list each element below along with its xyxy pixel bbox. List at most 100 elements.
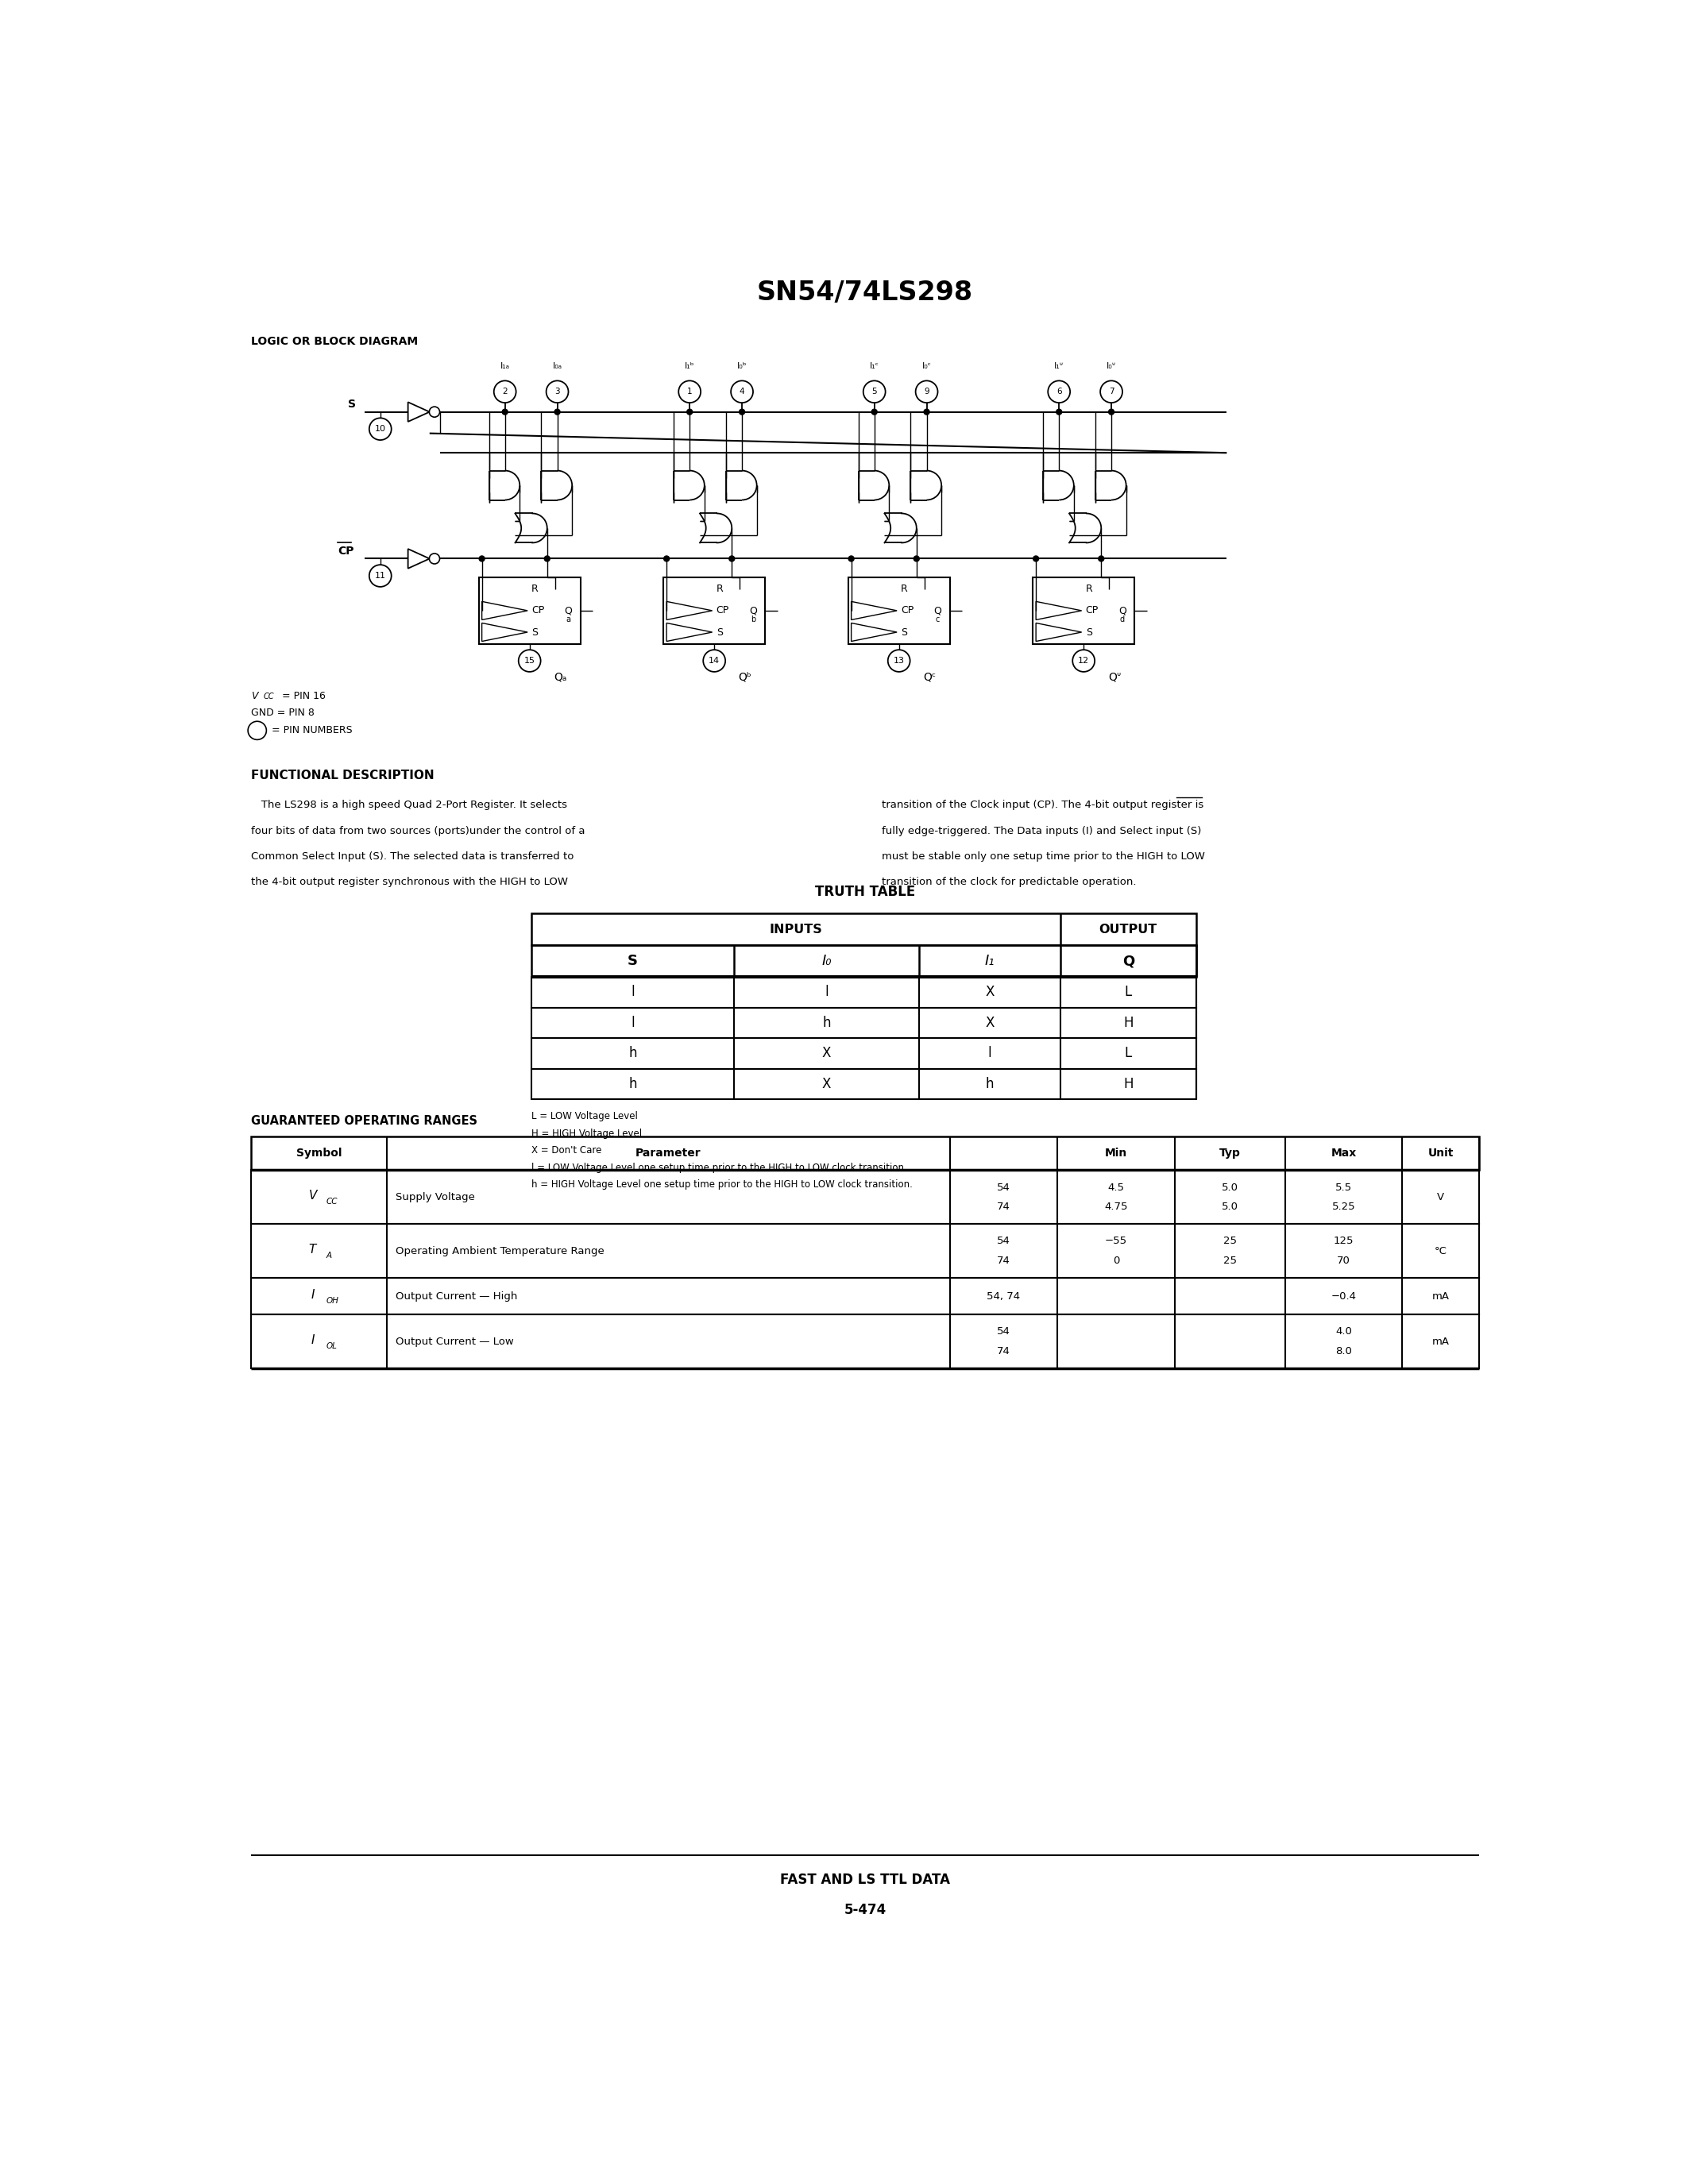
Circle shape — [1099, 557, 1104, 561]
Text: V: V — [252, 690, 258, 701]
Text: must be stable only one setup time prior to the HIGH to LOW: must be stable only one setup time prior… — [883, 852, 1205, 863]
Text: Q: Q — [933, 605, 942, 616]
Text: S: S — [532, 627, 538, 638]
Text: CC: CC — [326, 1199, 338, 1206]
Text: 10: 10 — [375, 426, 387, 432]
Text: CP: CP — [716, 605, 729, 616]
Text: I₀: I₀ — [822, 954, 832, 968]
Text: 74: 74 — [998, 1256, 1011, 1267]
Text: 5: 5 — [871, 389, 878, 395]
Bar — [532, 1037, 1197, 1068]
Text: h = HIGH Voltage Level one setup time prior to the HIGH to LOW clock transition.: h = HIGH Voltage Level one setup time pr… — [532, 1179, 912, 1190]
Text: transition of the Clock input (CP). The 4-bit output register is: transition of the Clock input (CP). The … — [883, 799, 1204, 810]
Text: h: h — [822, 1016, 830, 1031]
Text: I₁ᵇ: I₁ᵇ — [685, 363, 695, 371]
Text: 15: 15 — [523, 657, 535, 664]
Text: transition of the clock for predictable operation.: transition of the clock for predictable … — [883, 878, 1136, 887]
Text: Qᶜ: Qᶜ — [923, 670, 937, 681]
Text: TRUTH TABLE: TRUTH TABLE — [815, 885, 915, 900]
Text: 11: 11 — [375, 572, 387, 579]
Text: S: S — [1085, 627, 1092, 638]
Text: h: h — [628, 1046, 636, 1061]
Text: Supply Voltage: Supply Voltage — [395, 1192, 474, 1201]
Text: T: T — [309, 1243, 316, 1256]
Text: I₀ᶜ: I₀ᶜ — [922, 363, 932, 371]
Text: S: S — [901, 627, 908, 638]
Text: Common Select Input (S). The selected data is transferred to: Common Select Input (S). The selected da… — [252, 852, 574, 863]
Text: 14: 14 — [709, 657, 719, 664]
Text: mA: mA — [1431, 1337, 1450, 1348]
Bar — [532, 976, 1197, 1007]
Text: Output Current — High: Output Current — High — [395, 1291, 518, 1302]
Circle shape — [503, 408, 508, 415]
Circle shape — [1057, 408, 1062, 415]
Text: Qᵇ: Qᵇ — [738, 670, 751, 681]
Bar — [252, 1223, 1479, 1278]
Text: 1: 1 — [687, 389, 692, 395]
Text: 74: 74 — [998, 1201, 1011, 1212]
Text: OUTPUT: OUTPUT — [1099, 924, 1158, 935]
Circle shape — [913, 557, 920, 561]
Text: H: H — [1123, 1077, 1133, 1092]
Text: 2: 2 — [503, 389, 508, 395]
Text: R: R — [901, 583, 908, 594]
Text: Output Current — Low: Output Current — Low — [395, 1337, 513, 1348]
Text: CP: CP — [532, 605, 545, 616]
Text: OL: OL — [326, 1343, 338, 1350]
Text: I₀ₐ: I₀ₐ — [552, 363, 562, 371]
Circle shape — [687, 408, 692, 415]
Text: 54: 54 — [998, 1182, 1011, 1192]
Text: 74: 74 — [998, 1345, 1011, 1356]
Text: l: l — [631, 985, 635, 1000]
Text: Symbol: Symbol — [295, 1149, 341, 1160]
Text: OH: OH — [326, 1297, 339, 1306]
Text: R: R — [1085, 583, 1092, 594]
Text: 9: 9 — [923, 389, 930, 395]
Bar — [847, 577, 950, 644]
Text: V: V — [309, 1190, 317, 1201]
Text: 54: 54 — [998, 1326, 1011, 1337]
Text: V: V — [1436, 1192, 1445, 1201]
Text: S: S — [348, 400, 356, 411]
Text: a: a — [565, 616, 571, 625]
Text: L = LOW Voltage Level: L = LOW Voltage Level — [532, 1112, 638, 1123]
Text: 25: 25 — [1224, 1236, 1237, 1247]
Text: Q: Q — [749, 605, 756, 616]
Text: Q: Q — [1123, 954, 1134, 968]
Text: = PIN 16: = PIN 16 — [282, 690, 326, 701]
Text: The LS298 is a high speed Quad 2-Port Register. It selects: The LS298 is a high speed Quad 2-Port Re… — [252, 799, 567, 810]
Text: Unit: Unit — [1428, 1149, 1453, 1160]
Text: Parameter: Parameter — [635, 1149, 701, 1160]
Text: d: d — [1119, 616, 1124, 625]
Text: b: b — [751, 616, 755, 625]
Text: Q: Q — [564, 605, 572, 616]
Text: FAST AND LS TTL DATA: FAST AND LS TTL DATA — [780, 1872, 950, 1887]
Text: I₁ᶜ: I₁ᶜ — [869, 363, 879, 371]
Text: Typ: Typ — [1219, 1149, 1241, 1160]
Text: L: L — [1124, 985, 1133, 1000]
Bar — [532, 913, 1197, 946]
Text: = PIN NUMBERS: = PIN NUMBERS — [272, 725, 353, 736]
Text: 4.0: 4.0 — [1335, 1326, 1352, 1337]
Circle shape — [555, 408, 560, 415]
Text: l = LOW Voltage Level one setup time prior to the HIGH to LOW clock transition.: l = LOW Voltage Level one setup time pri… — [532, 1162, 906, 1173]
Text: Q: Q — [1119, 605, 1126, 616]
Text: R: R — [716, 583, 722, 594]
Text: four bits of data from two sources (ports)under the control of a: four bits of data from two sources (port… — [252, 826, 586, 836]
Text: Max: Max — [1330, 1149, 1357, 1160]
Text: 54: 54 — [998, 1236, 1011, 1247]
Text: X: X — [822, 1077, 830, 1092]
Bar — [663, 577, 765, 644]
Text: 4.75: 4.75 — [1104, 1201, 1128, 1212]
Text: 54, 74: 54, 74 — [987, 1291, 1020, 1302]
Text: I₁ᐡ: I₁ᐡ — [1055, 363, 1063, 371]
Text: h: h — [628, 1077, 636, 1092]
Text: the 4-bit output register synchronous with the HIGH to LOW: the 4-bit output register synchronous wi… — [252, 878, 567, 887]
Circle shape — [849, 557, 854, 561]
Text: c: c — [935, 616, 940, 625]
Circle shape — [871, 408, 878, 415]
Text: I₁: I₁ — [984, 954, 994, 968]
Bar — [252, 1136, 1479, 1171]
Bar — [252, 1278, 1479, 1315]
Text: R: R — [532, 583, 538, 594]
